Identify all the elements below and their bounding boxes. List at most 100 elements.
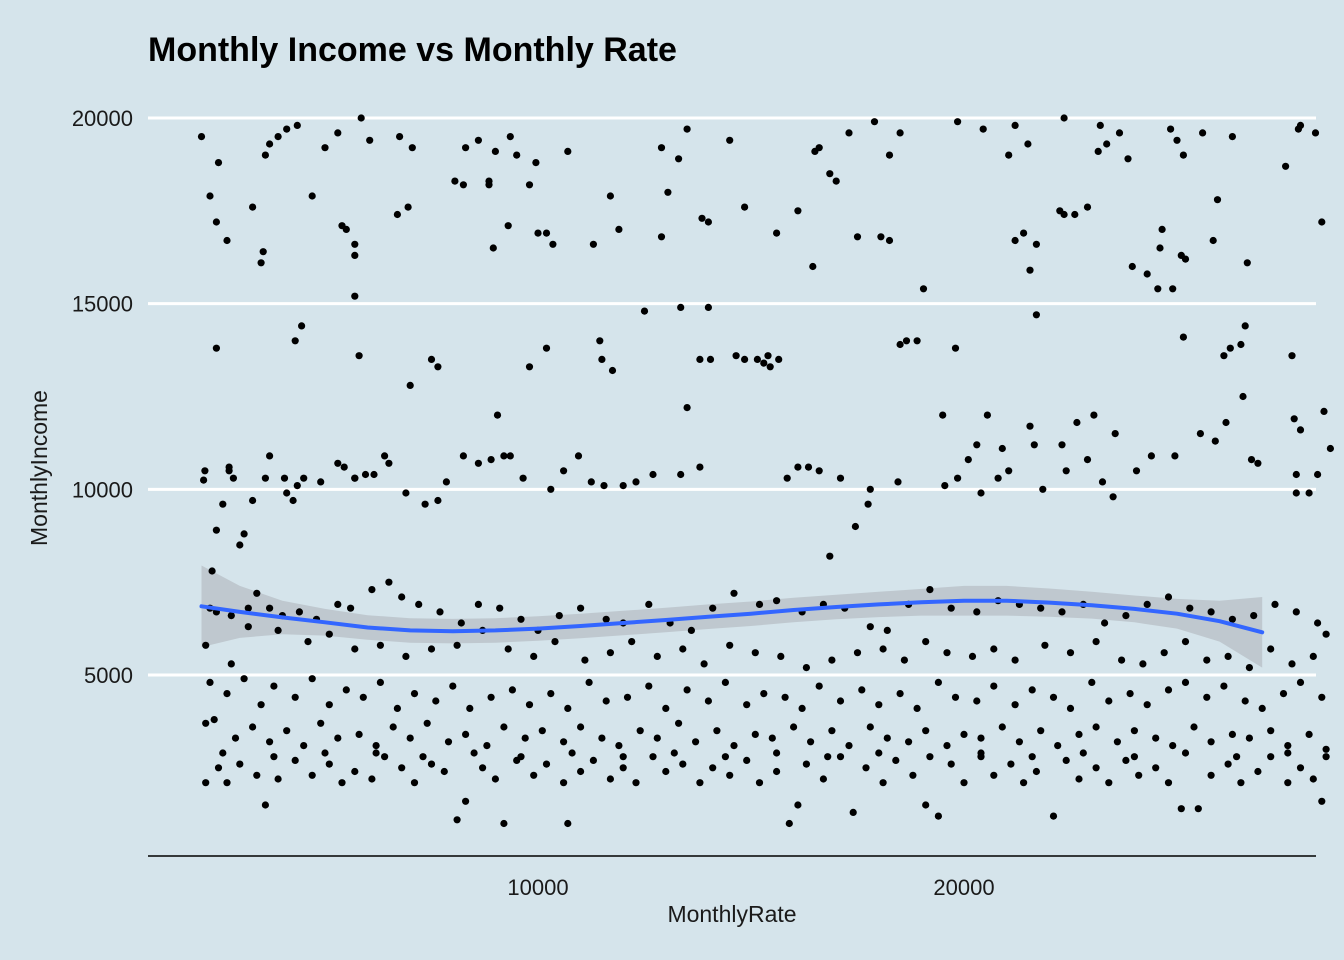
data-point: [679, 760, 687, 768]
data-point: [496, 604, 504, 612]
data-point: [291, 756, 299, 765]
data-point: [657, 144, 666, 152]
data-point: [1160, 649, 1168, 657]
data-point: [849, 808, 857, 817]
data-point: [1296, 678, 1305, 687]
data-point: [836, 697, 845, 705]
data-point: [1284, 749, 1292, 757]
data-point: [410, 779, 419, 787]
data-point: [244, 604, 252, 612]
data-point: [1024, 140, 1032, 148]
data-point: [551, 638, 559, 646]
data-point: [1122, 612, 1130, 620]
data-point: [408, 144, 416, 152]
data-point: [368, 586, 376, 594]
data-point: [283, 489, 291, 497]
data-point: [459, 181, 467, 189]
data-point: [1062, 467, 1070, 475]
data-point: [1305, 730, 1313, 739]
data-point: [415, 600, 423, 609]
data-point: [1186, 604, 1194, 612]
data-point: [1228, 615, 1236, 623]
data-point: [883, 734, 891, 742]
data-point: [487, 456, 495, 464]
data-point: [266, 604, 274, 612]
data-point: [1101, 619, 1109, 627]
data-point: [366, 136, 374, 144]
data-point: [1220, 682, 1228, 690]
data-point: [206, 192, 214, 200]
data-point: [530, 652, 538, 661]
data-point: [1322, 630, 1330, 638]
data-point: [730, 742, 738, 750]
data-point: [606, 775, 615, 783]
data-point: [1237, 779, 1245, 787]
data-point: [298, 322, 306, 330]
data-point: [1028, 753, 1036, 761]
data-point: [743, 756, 751, 765]
data-point: [851, 522, 860, 531]
data-point: [1132, 467, 1141, 475]
data-point: [1292, 470, 1300, 479]
data-point: [1203, 656, 1211, 664]
data-point: [1139, 660, 1147, 668]
y-tick-label-10000: 10000: [72, 477, 133, 502]
data-point: [883, 626, 891, 635]
data-point: [1073, 418, 1081, 427]
data-point: [696, 355, 704, 363]
data-point: [249, 496, 257, 505]
data-point: [1258, 704, 1266, 713]
data-point: [525, 701, 534, 709]
data-point: [283, 125, 291, 133]
data-point: [530, 771, 538, 779]
data-point: [257, 259, 265, 267]
data-point: [1228, 730, 1236, 739]
data-point: [1075, 775, 1083, 783]
data-point: [351, 474, 359, 482]
data-point: [1164, 779, 1173, 787]
data-point: [826, 552, 834, 560]
data-point: [919, 285, 928, 293]
data-point: [342, 686, 350, 694]
x-axis-title: MonthlyRate: [667, 901, 796, 927]
data-point: [291, 337, 299, 345]
data-point: [404, 203, 412, 211]
data-point: [342, 225, 350, 233]
data-point: [308, 771, 316, 779]
data-point: [1049, 693, 1058, 701]
data-point: [1292, 489, 1300, 497]
data-point: [560, 779, 568, 787]
data-point: [236, 760, 244, 768]
data-point: [1037, 604, 1045, 612]
data-point: [619, 753, 627, 761]
data-point: [427, 760, 436, 768]
data-point: [1181, 255, 1190, 263]
data-point: [421, 500, 429, 508]
data-point: [687, 626, 696, 635]
data-point: [304, 638, 312, 646]
data-point: [517, 615, 525, 623]
data-point: [598, 734, 606, 742]
data-point: [990, 645, 998, 653]
smooth-line: [199, 598, 1265, 635]
data-point: [212, 218, 220, 226]
data-point: [1322, 753, 1330, 761]
data-point: [236, 541, 244, 549]
data-point: [334, 129, 342, 137]
data-point: [1245, 664, 1253, 672]
data-point: [474, 600, 482, 609]
data-point: [577, 767, 585, 776]
data-point: [308, 675, 316, 683]
data-point: [560, 467, 568, 475]
data-point: [1118, 656, 1126, 664]
data-point: [459, 452, 467, 460]
data-point: [709, 604, 717, 612]
data-point: [979, 125, 987, 133]
data-point: [1143, 701, 1151, 709]
data-point: [1094, 147, 1102, 155]
data-point: [1011, 121, 1019, 129]
data-point: [645, 682, 653, 690]
data-point: [1320, 407, 1328, 415]
data-point: [1245, 734, 1253, 742]
data-point: [1254, 767, 1262, 776]
